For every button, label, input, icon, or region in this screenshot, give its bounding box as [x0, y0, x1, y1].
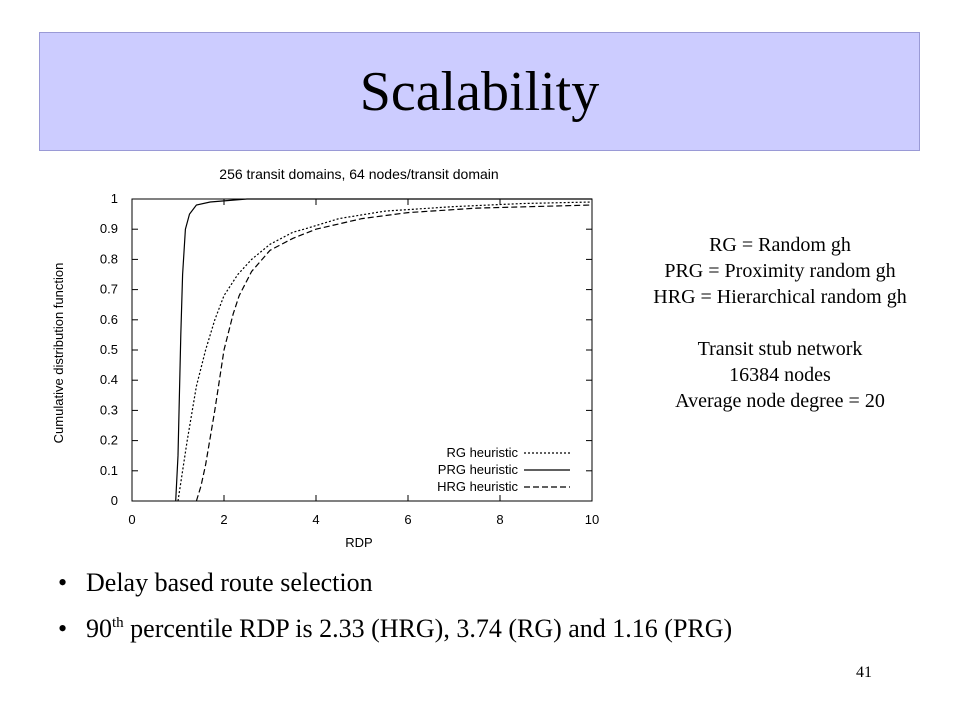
bullet-item: 90th percentile RDP is 2.33 (HRG), 3.74 …: [58, 614, 732, 660]
x-tick-label: 0: [128, 512, 135, 527]
y-tick-label: 0.4: [100, 372, 118, 387]
slide-title: Scalability: [359, 60, 600, 123]
x-axis-label: RDP: [345, 535, 372, 550]
y-axis-label: Cumulative distribution function: [51, 263, 66, 444]
abbreviation-line: HRG = Hierarchical random gh: [653, 286, 907, 308]
y-tick-label: 0.6: [100, 312, 118, 327]
bullet-prefix: 90: [86, 614, 112, 643]
abbreviation-line: RG = Random gh: [709, 234, 851, 256]
y-tick-label: 0.8: [100, 251, 118, 266]
x-tick-label: 4: [312, 512, 319, 527]
page-number: 41: [856, 664, 872, 681]
side-notes: RG = Random gh PRG = Proximity random gh…: [600, 232, 960, 414]
y-tick-label: 0.7: [100, 282, 118, 297]
cdf-chart: 256 transit domains, 64 nodes/transit do…: [51, 166, 599, 550]
x-tick-label: 10: [585, 512, 599, 527]
y-tick-label: 0.2: [100, 433, 118, 448]
series-line: [195, 204, 593, 502]
series-line: [175, 198, 592, 502]
x-tick-label: 8: [496, 512, 503, 527]
bullet-superscript: th: [112, 615, 124, 631]
network-line: Transit stub network: [697, 338, 863, 360]
y-tick-label: 0: [111, 493, 118, 508]
abbreviation-line: PRG = Proximity random gh: [664, 260, 896, 282]
legend-label: RG heuristic: [446, 445, 518, 460]
series-line: [177, 201, 593, 502]
plot-frame: [131, 198, 593, 502]
network-line: 16384 nodes: [729, 364, 831, 386]
title-bar: Scalability: [39, 32, 920, 151]
y-tick-label: 0.9: [100, 221, 118, 236]
y-tick-label: 0.3: [100, 402, 118, 417]
network-line: Average node degree = 20: [675, 390, 885, 412]
y-tick-label: 0.5: [100, 342, 118, 357]
y-tick-label: 0.1: [100, 463, 118, 478]
x-tick-label: 6: [404, 512, 411, 527]
bullet-text: percentile RDP is 2.33 (HRG), 3.74 (RG) …: [123, 614, 733, 643]
bullet-list: Delay based route selection 90th percent…: [58, 568, 732, 660]
bullet-item: Delay based route selection: [58, 568, 732, 614]
x-tick-label: 2: [220, 512, 227, 527]
y-tick-label: 1: [111, 191, 118, 206]
bullet-text: Delay based route selection: [86, 568, 373, 597]
legend-label: HRG heuristic: [437, 479, 518, 494]
chart-title: 256 transit domains, 64 nodes/transit do…: [219, 166, 498, 182]
legend-label: PRG heuristic: [438, 462, 519, 477]
